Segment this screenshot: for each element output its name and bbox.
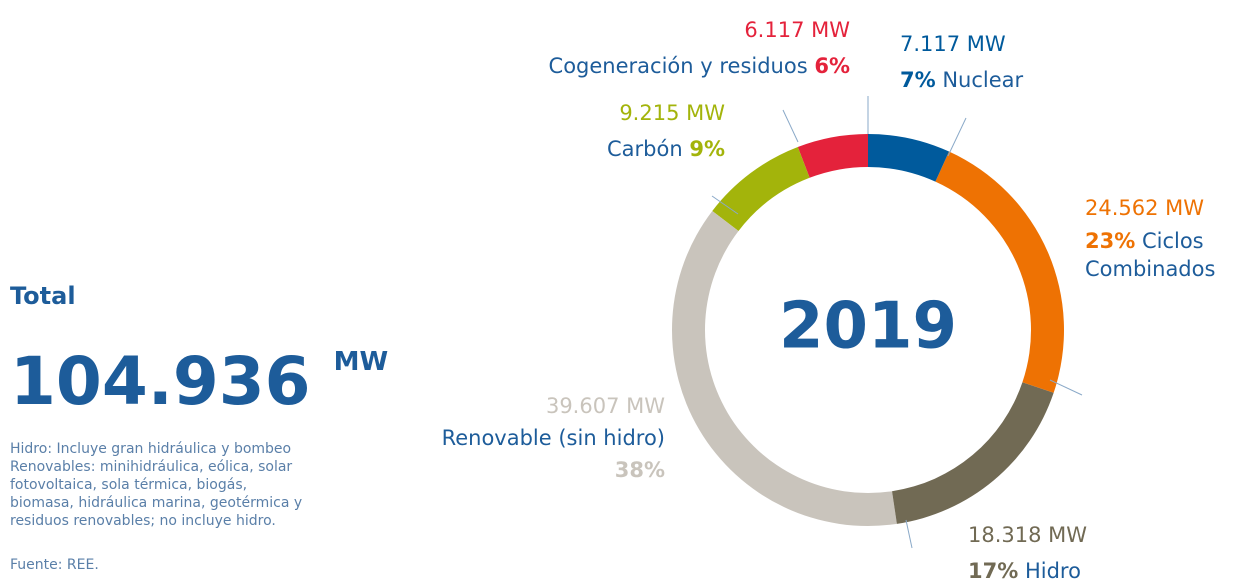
percent-label: 9% — [689, 137, 725, 161]
percent-label: 38% — [614, 458, 665, 482]
slice — [712, 147, 810, 231]
total: 104.936 MW — [10, 322, 388, 422]
note: Renovables: minihidráulica, eólica, sola… — [10, 459, 303, 529]
percent-label: 17% — [968, 559, 1019, 580]
slice — [935, 151, 1064, 393]
value-label: 24.562 MW — [1085, 196, 1205, 220]
center-label: 2019 — [779, 290, 957, 364]
category-label: Ciclos Combinados — [1085, 229, 1216, 281]
label-cogeneracion: 6.117 MW Cogeneración y residuos 6% — [549, 12, 850, 84]
value-label: 6.117 MW — [744, 18, 850, 42]
category-label: Carbón — [607, 137, 683, 161]
note: Hidro: Incluye gran hidráulica y bombeo — [10, 441, 292, 457]
value-label: 7.117 MW — [900, 32, 1006, 56]
value-label: 9.215 MW — [619, 101, 725, 125]
category-label: Nuclear — [942, 68, 1024, 92]
value-label: 18.318 MW — [968, 523, 1088, 547]
percent-label: 7% — [900, 68, 936, 92]
value-label: 39.607 MW — [545, 394, 665, 418]
source: Fuente: REE. — [10, 557, 99, 573]
label-nuclear: 7.117 MW 7% Nuclear — [900, 26, 1023, 98]
total-unit: MW — [333, 347, 389, 377]
slice — [672, 210, 897, 526]
percent-label: 6% — [814, 54, 850, 78]
category-label: Renovable (sin hidro) — [441, 426, 665, 450]
slice — [892, 382, 1054, 524]
category-label: Hidro — [1024, 559, 1081, 580]
leader-lines — [711, 96, 1083, 549]
total-heading: Total — [10, 282, 76, 310]
slice — [868, 134, 950, 182]
category-label: Cogeneración y residuos — [548, 54, 808, 78]
slice — [797, 134, 868, 178]
label-hidro: 18.318 MW 17% Hidro — [968, 517, 1087, 580]
label-renovable: 39.607 MW Renovable (sin hidro) 38% — [442, 390, 665, 486]
label-carbon: 9.215 MW Carbón 9% — [607, 95, 725, 167]
total-value: 104.936 — [10, 343, 311, 420]
label-ciclos: 24.562 MW 23% Ciclos Combinados — [1085, 193, 1235, 283]
percent-label: 23% — [1085, 229, 1136, 253]
